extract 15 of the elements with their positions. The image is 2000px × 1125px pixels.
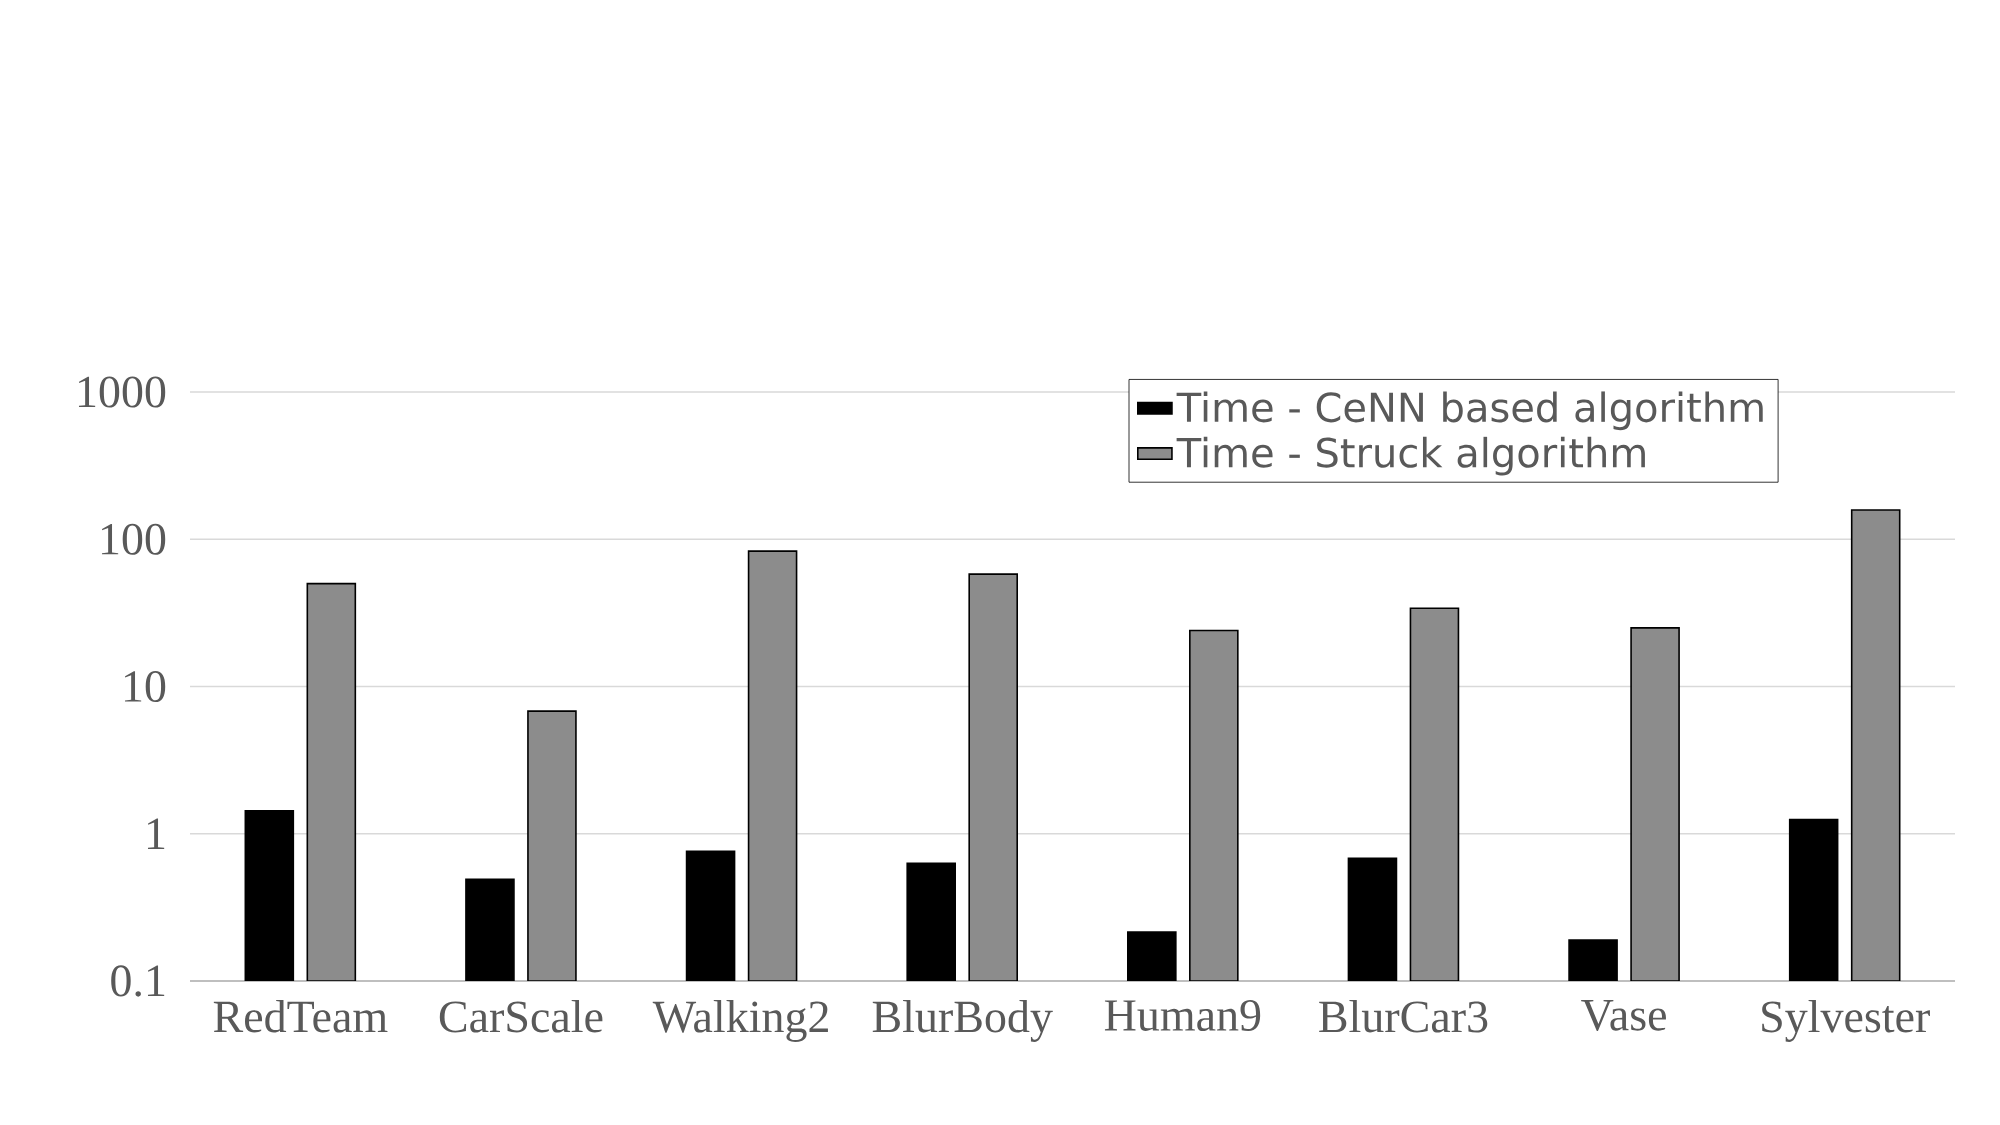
x-tick-label: Vase bbox=[1581, 1000, 1666, 1031]
x-tick-label: Human9 bbox=[1104, 1000, 1261, 1031]
x-tick-label: Walking2 bbox=[652, 1000, 828, 1042]
y-tick-label: 1 bbox=[147, 818, 165, 849]
legend-label: Time - CeNN based algorithm bbox=[1176, 391, 1763, 431]
legend-label: Time - Struck algorithm bbox=[1176, 436, 1645, 476]
x-tick-label: Sylvester bbox=[1762, 1000, 1930, 1042]
x-tick-label: RedTeam bbox=[213, 1000, 388, 1033]
y-tick-label: 1000 bbox=[78, 376, 166, 408]
x-tick-label: BlurCar3 bbox=[1319, 1000, 1488, 1033]
y-tick-label: 100 bbox=[101, 523, 166, 555]
y-tick-label: 10 bbox=[124, 670, 166, 703]
y-tick-label: 0.1 bbox=[111, 965, 165, 997]
x-tick-label: BlurBody bbox=[872, 1000, 1053, 1042]
x-tick-label: CarScale bbox=[439, 1000, 603, 1033]
